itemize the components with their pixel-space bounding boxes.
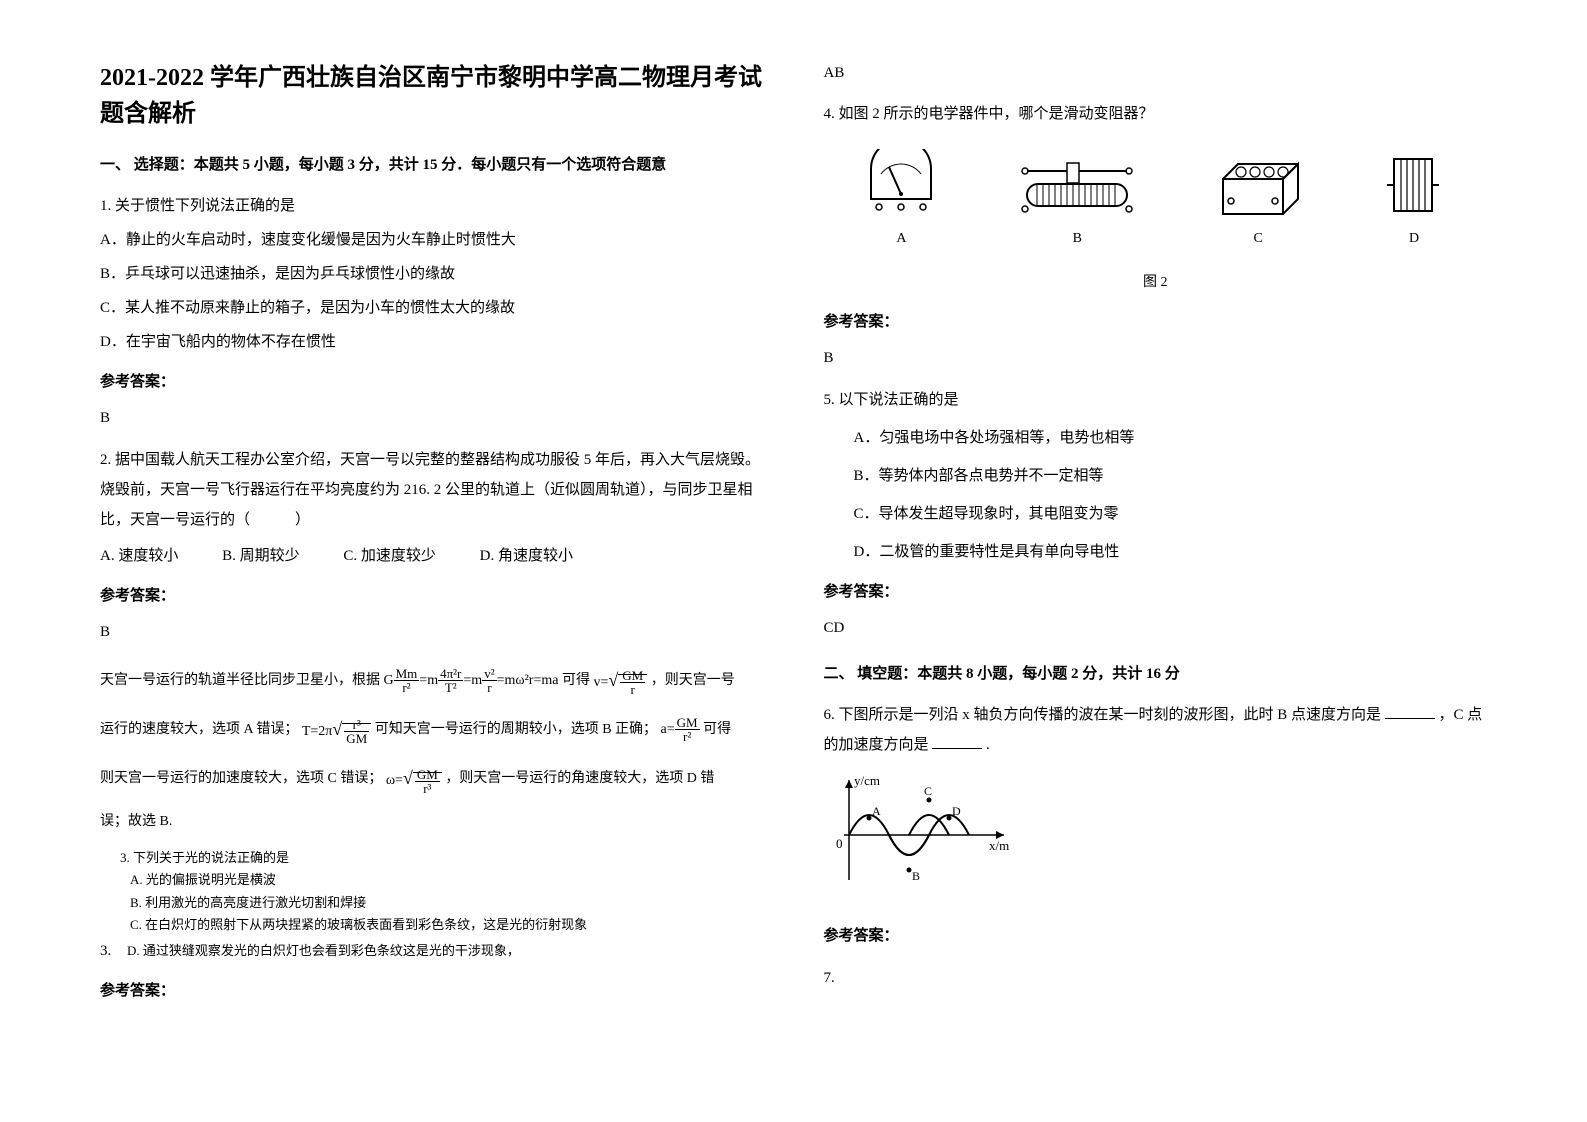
q2-optA: A. 速度较小 xyxy=(100,541,178,571)
question-6: 6. 下图所示是一列沿 x 轴负方向传播的波在某一时刻的波形图，此时 B 点速度… xyxy=(824,700,1488,951)
q2-expl-p1-mid2: ，则天宫一号 xyxy=(651,673,735,688)
question-5: 5. 以下说法正确的是 A．匀强电场中各处场强相等，电势也相等 B．等势体内部各… xyxy=(824,385,1488,643)
fig2-caption: 图 2 xyxy=(824,269,1488,297)
rheostat-icon xyxy=(1017,149,1137,219)
q5-optD: D．二极管的重要特性是具有单向导电性 xyxy=(854,537,1488,567)
q2-expl-line1: 天宫一号运行的轨道半径比同步卫星小，根据 GMmr²=m4π²rT²=mv²r=… xyxy=(100,659,764,702)
q2-expl-line2: 运行的速度较大，选项 A 错误； T=2π√r³GM 可知天宫一号运行的周期较小… xyxy=(100,708,764,751)
q3-stem: 3. 下列关于光的说法正确的是 xyxy=(120,847,764,869)
devices-figure: A xyxy=(824,149,1488,253)
q2-expl-p3-pre: 则天宫一号运行的加速度较大，选项 C 错误； xyxy=(100,771,382,786)
wave-point-C: C xyxy=(924,784,932,798)
right-column: AB 4. 如图 2 所示的电学器件中，哪个是滑动变阻器？ A xyxy=(824,60,1488,1062)
wave-origin: 0 xyxy=(836,836,843,851)
section1-header: 一、 选择题：本题共 5 小题，每小题 3 分，共计 15 分．每小题只有一个选… xyxy=(100,152,764,179)
q6-stem-p3: . xyxy=(986,737,990,753)
q4-answer-label: 参考答案： xyxy=(824,307,1488,337)
q3-answer-label: 参考答案： xyxy=(100,976,764,1006)
q5-optA: A．匀强电场中各处场强相等，电势也相等 xyxy=(854,423,1488,453)
ammeter-icon xyxy=(861,149,941,219)
question-2: 2. 据中国载人航天工程办公室介绍，天宫一号以完整的整器结构成功服役 5 年后，… xyxy=(100,445,764,837)
device-D: D xyxy=(1379,149,1449,253)
q3-num: 3. xyxy=(100,943,111,959)
device-A: A xyxy=(861,149,941,253)
q2-expl-line3: 则天宫一号运行的加速度较大，选项 C 错误； ω=√GMr³ ，则天宫一号运行的… xyxy=(100,757,764,800)
q2-optB: B. 周期较少 xyxy=(222,541,300,571)
q2-expl-p1-pre: 天宫一号运行的轨道半径比同步卫星小，根据 xyxy=(100,673,380,688)
q2-expl-p4: 误；故选 B. xyxy=(100,807,764,838)
q2-options: A. 速度较小 B. 周期较少 C. 加速度较少 D. 角速度较小 xyxy=(100,541,764,571)
q2-explanation: 天宫一号运行的轨道半径比同步卫星小，根据 GMmr²=m4π²rT²=mv²r=… xyxy=(100,659,764,837)
q2-formula-1: GMmr²=m4π²rT²=mv²r=mω²r=ma xyxy=(384,664,559,698)
q3-optC: C. 在白炽灯的照射下从两块捏紧的玻璃板表面看到彩色条纹，这是光的衍射现象 xyxy=(130,914,764,936)
q1-optD: D．在宇宙飞船内的物体不存在惯性 xyxy=(100,327,764,357)
q1-answer: B xyxy=(100,403,764,433)
wave-point-D: D xyxy=(952,804,961,818)
device-B-label: B xyxy=(1017,225,1137,253)
q2-expl-p2-mid: 可知天宫一号运行的周期较小，选项 B 正确； xyxy=(375,722,657,737)
q3-optB: B. 利用激光的高亮度进行激光切割和焊接 xyxy=(130,892,764,914)
device-C-label: C xyxy=(1213,225,1303,253)
q2-answer-label: 参考答案： xyxy=(100,581,764,611)
q6-stem: 6. 下图所示是一列沿 x 轴负方向传播的波在某一时刻的波形图，此时 B 点速度… xyxy=(824,700,1488,760)
left-column: 2021-2022 学年广西壮族自治区南宁市黎明中学高二物理月考试题含解析 一、… xyxy=(100,60,764,1062)
question-7: 7. xyxy=(824,963,1488,993)
q1-optC: C．某人推不动原来静止的箱子，是因为小车的惯性太大的缘故 xyxy=(100,293,764,323)
q2-formula-2: v=√GMr xyxy=(593,659,647,702)
q6-blank-1 xyxy=(1385,718,1435,719)
q5-stem: 5. 以下说法正确的是 xyxy=(824,385,1488,415)
q2-optC: C. 加速度较少 xyxy=(343,541,436,571)
q1-optB: B．乒乓球可以迅速抽杀，是因为乒乓球惯性小的缘故 xyxy=(100,259,764,289)
q5-optC: C．导体发生超导现象时，其电阻变为零 xyxy=(854,499,1488,529)
resistor-icon xyxy=(1379,149,1449,219)
q1-optA: A．静止的火车启动时，速度变化缓慢是因为火车静止时惯性大 xyxy=(100,225,764,255)
q3-optA: A. 光的偏振说明光是横波 xyxy=(130,869,764,891)
q4-stem: 4. 如图 2 所示的电学器件中，哪个是滑动变阻器？ xyxy=(824,99,1488,129)
exam-title: 2021-2022 学年广西壮族自治区南宁市黎明中学高二物理月考试题含解析 xyxy=(100,60,764,132)
wave-xlabel: x/m xyxy=(989,838,1009,853)
wave-point-B: B xyxy=(912,869,920,883)
q2-expl-p1-mid1: 可得 xyxy=(562,673,590,688)
device-A-label: A xyxy=(861,225,941,253)
q2-answer: B xyxy=(100,617,764,647)
q2-expl-p2-pre: 运行的速度较大，选项 A 错误； xyxy=(100,722,298,737)
q5-answer-label: 参考答案： xyxy=(824,577,1488,607)
q6-stem-p1: 6. 下图所示是一列沿 x 轴负方向传播的波在某一时刻的波形图，此时 B 点速度… xyxy=(824,707,1382,723)
q1-stem: 1. 关于惯性下列说法正确的是 xyxy=(100,191,764,221)
question-3: 3. 下列关于光的说法正确的是 A. 光的偏振说明光是横波 B. 利用激光的高亮… xyxy=(100,847,764,1005)
wave-ylabel: y/cm xyxy=(854,773,880,788)
q2-expl-p2-end: 可得 xyxy=(703,722,731,737)
q6-blank-2 xyxy=(932,748,982,749)
q4-answer: B xyxy=(824,343,1488,373)
q3-optD: D. 通过狭缝观察发光的白炽灯也会看到彩色条纹这是光的干涉现象， xyxy=(127,943,520,958)
q2-stem: 2. 据中国载人航天工程办公室介绍，天宫一号以完整的整器结构成功服役 5 年后，… xyxy=(100,445,764,535)
q2-optD: D. 角速度较小 xyxy=(480,541,573,571)
section2-header: 二、 填空题：本题共 8 小题，每小题 2 分，共计 16 分 xyxy=(824,661,1488,688)
q5-optB: B．等势体内部各点电势并不一定相等 xyxy=(854,461,1488,491)
wave-point-A: A xyxy=(872,804,881,818)
resistance-box-icon xyxy=(1213,149,1303,219)
q2-formula-4: a=GMr² xyxy=(661,713,700,747)
q3-answer: AB xyxy=(824,60,1488,87)
device-D-label: D xyxy=(1379,225,1449,253)
device-C: C xyxy=(1213,149,1303,253)
question-4: 4. 如图 2 所示的电学器件中，哪个是滑动变阻器？ A xyxy=(824,99,1488,373)
question-1: 1. 关于惯性下列说法正确的是 A．静止的火车启动时，速度变化缓慢是因为火车静止… xyxy=(100,191,764,433)
device-B: B xyxy=(1017,149,1137,253)
q7-num: 7. xyxy=(824,970,835,986)
q2-expl-p3-end: ，则天宫一号运行的角速度较大，选项 D 错 xyxy=(445,771,714,786)
q2-formula-3: T=2π√r³GM xyxy=(302,708,371,751)
q6-answer-label: 参考答案： xyxy=(824,921,1488,951)
q5-answer: CD xyxy=(824,613,1488,643)
q2-formula-5: ω=√GMr³ xyxy=(386,757,442,800)
q1-answer-label: 参考答案： xyxy=(100,367,764,397)
wave-figure: y/cm x/m 0 A B C D xyxy=(824,770,1014,890)
